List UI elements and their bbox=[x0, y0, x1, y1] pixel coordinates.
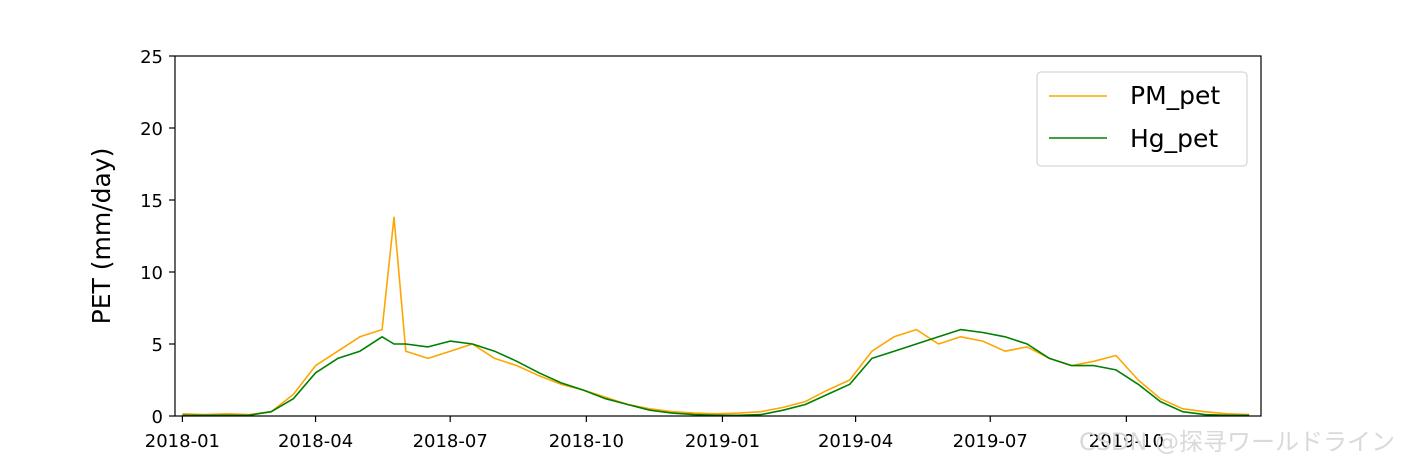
watermark-text: CSDN @探寻ワールドライン bbox=[1079, 428, 1395, 456]
x-tick-label: 2018-10 bbox=[549, 431, 624, 452]
x-axis: 2018-01 2018-04 2018-07 2018-10 2019-01 2019-… bbox=[145, 416, 1164, 452]
y-tick-label: 0 bbox=[152, 407, 163, 428]
legend-label-hg-pet: Hg_pet bbox=[1130, 124, 1218, 153]
y-tick-label: 20 bbox=[140, 119, 163, 140]
legend: PM_pet Hg_pet bbox=[1036, 71, 1248, 167]
x-tick-label: 2019-07 bbox=[953, 431, 1028, 452]
x-tick-label: 2019-01 bbox=[685, 431, 760, 452]
x-tick-label: 2019-04 bbox=[818, 431, 893, 452]
y-tick-label: 10 bbox=[140, 263, 163, 284]
x-tick-label: 2018-04 bbox=[278, 431, 353, 452]
series-layer bbox=[182, 216, 1250, 417]
y-axis-label: PET (mm/day) bbox=[87, 148, 116, 325]
legend-label-pm-pet: PM_pet bbox=[1130, 81, 1220, 110]
x-tick-label: 2019-10 bbox=[1089, 431, 1164, 452]
series-line-hg-pet bbox=[182, 328, 1250, 417]
x-tick-label: 2018-07 bbox=[413, 431, 488, 452]
x-tick-label: 2018-01 bbox=[145, 431, 220, 452]
plot-frame bbox=[174, 55, 1262, 417]
y-tick-label: 15 bbox=[140, 191, 163, 212]
y-axis: 0 5 10 15 20 25 bbox=[140, 47, 175, 428]
y-tick-label: 5 bbox=[152, 335, 163, 356]
y-tick-label: 25 bbox=[140, 47, 163, 68]
